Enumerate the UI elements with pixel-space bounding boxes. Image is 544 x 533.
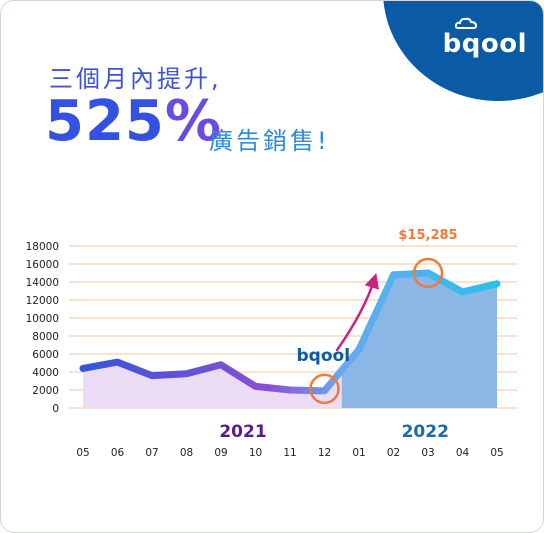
y-tick-label: 2000	[32, 385, 59, 397]
highlight-circle-low	[309, 373, 340, 405]
y-tick-label: 14000	[26, 277, 59, 289]
x-tick-label: 02	[387, 447, 400, 459]
x-tick-label: 12	[318, 447, 331, 459]
x-tick-label: 10	[249, 447, 262, 459]
x-tick-label: 05	[490, 447, 503, 459]
x-tick-label: 03	[421, 447, 434, 459]
y-tick-label: 18000	[26, 241, 59, 253]
cloud-icon	[454, 17, 477, 29]
big-number-value: 525	[45, 89, 165, 154]
y-tick-label: 8000	[32, 331, 59, 343]
x-tick-label: 06	[111, 447, 125, 459]
x-tick-label: 01	[352, 447, 365, 459]
year-label: 2022	[402, 422, 449, 442]
peak-value-label: $15,285	[398, 228, 457, 243]
x-tick-label: 04	[456, 447, 470, 459]
y-tick-label: 4000	[32, 367, 59, 379]
growth-arrow	[335, 273, 379, 352]
brand-logo-text: bqool	[442, 29, 527, 59]
series-line	[79, 269, 501, 395]
area-2021	[83, 362, 342, 408]
big-number-unit: %	[164, 89, 223, 154]
year-label: 2021	[219, 422, 266, 442]
headline-line1: 三個月內提升,	[49, 65, 222, 93]
headline-line2: 廣告銷售!	[209, 127, 330, 155]
y-tick-label: 10000	[26, 313, 59, 325]
annotation-brand-label: bqool	[297, 346, 351, 366]
y-tick-label: 16000	[26, 259, 59, 271]
headline-big-number: 525%	[45, 89, 222, 154]
highlight-circle-peak	[412, 257, 444, 289]
y-tick-label: 12000	[26, 295, 59, 307]
y-tick-label: 0	[52, 403, 59, 415]
x-tick-label: 05	[76, 447, 89, 459]
brand-logo: bqool	[442, 17, 527, 59]
x-tick-label: 07	[145, 447, 158, 459]
x-tick-label: 09	[214, 447, 227, 459]
y-tick-label: 6000	[32, 349, 59, 361]
x-tick-label: 11	[283, 447, 296, 459]
x-tick-label: 08	[180, 447, 193, 459]
